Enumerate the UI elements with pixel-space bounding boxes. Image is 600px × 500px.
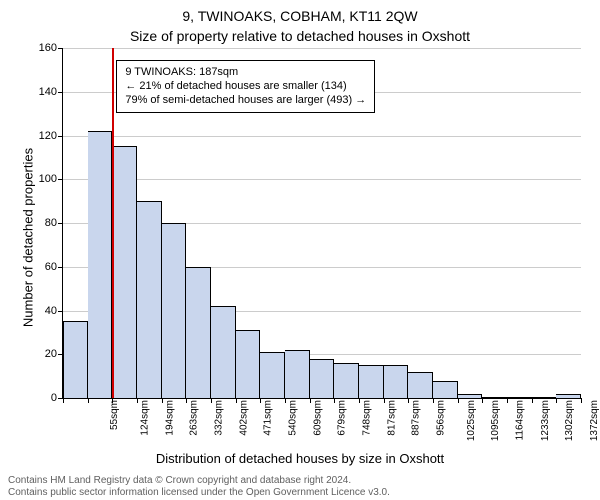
histogram-bar — [359, 365, 384, 398]
x-tick-mark — [482, 398, 483, 403]
x-tick-label: 1233sqm — [540, 400, 551, 441]
x-tick-label: 55sqm — [109, 400, 120, 430]
histogram-bar — [137, 201, 162, 398]
histogram-bar — [112, 146, 137, 398]
histogram-bar — [433, 381, 458, 399]
x-tick-mark — [88, 398, 89, 403]
y-tick-mark — [58, 136, 63, 137]
y-tick-label: 20 — [45, 348, 57, 360]
x-tick-mark — [260, 398, 261, 403]
y-tick-label: 100 — [39, 173, 57, 185]
x-tick-mark — [211, 398, 212, 403]
x-tick-label: 1025sqm — [466, 400, 477, 441]
x-tick-mark — [334, 398, 335, 403]
y-tick-label: 160 — [39, 42, 57, 54]
x-tick-label: 887sqm — [411, 400, 422, 436]
histogram-bar — [260, 352, 285, 398]
x-tick-label: 679sqm — [337, 400, 348, 436]
x-tick-label: 748sqm — [362, 400, 373, 436]
x-tick-label: 263sqm — [189, 400, 200, 436]
histogram-bar — [63, 321, 88, 398]
y-tick-label: 120 — [39, 130, 57, 142]
y-tick-mark — [58, 267, 63, 268]
x-tick-mark — [532, 398, 533, 403]
gridline — [63, 179, 581, 180]
x-tick-mark — [556, 398, 557, 403]
x-tick-mark — [433, 398, 434, 403]
histogram-bar — [162, 223, 187, 398]
x-tick-mark — [310, 398, 311, 403]
histogram-bar — [384, 365, 409, 398]
x-axis-label: Distribution of detached houses by size … — [0, 451, 600, 466]
x-tick-label: 402sqm — [238, 400, 249, 436]
x-tick-mark — [384, 398, 385, 403]
y-tick-mark — [58, 179, 63, 180]
x-tick-mark — [285, 398, 286, 403]
gridline — [63, 48, 581, 49]
histogram-bar — [236, 330, 261, 398]
annotation-box: 9 TWINOAKS: 187sqm← 21% of detached hous… — [116, 60, 375, 113]
histogram-bar — [532, 397, 557, 398]
histogram-bar — [408, 372, 433, 398]
x-tick-label: 332sqm — [214, 400, 225, 436]
histogram-bar — [507, 397, 532, 398]
x-tick-mark — [236, 398, 237, 403]
x-tick-label: 471sqm — [263, 400, 274, 436]
x-tick-mark — [408, 398, 409, 403]
x-tick-mark — [458, 398, 459, 403]
x-tick-label: 1095sqm — [490, 400, 501, 441]
x-tick-mark — [186, 398, 187, 403]
histogram-bar — [88, 131, 113, 398]
x-tick-mark — [162, 398, 163, 403]
annotation-line: 9 TWINOAKS: 187sqm — [125, 65, 366, 79]
y-tick-mark — [58, 223, 63, 224]
x-tick-label: 609sqm — [312, 400, 323, 436]
x-tick-mark — [359, 398, 360, 403]
histogram-bar — [211, 306, 236, 398]
histogram-bar — [186, 267, 211, 398]
x-tick-label: 124sqm — [140, 400, 151, 436]
histogram-bar — [482, 397, 507, 398]
annotation-line: 79% of semi-detached houses are larger (… — [125, 93, 366, 107]
y-axis-label: Number of detached properties — [21, 128, 36, 348]
y-tick-label: 0 — [51, 392, 57, 404]
annotation-line: ← 21% of detached houses are smaller (13… — [125, 79, 366, 93]
chart-title-line1: 9, TWINOAKS, COBHAM, KT11 2QW — [0, 8, 600, 24]
footer-line2: Contains public sector information licen… — [8, 487, 390, 498]
y-tick-mark — [58, 92, 63, 93]
histogram-chart: 02040608010012014016055sqm124sqm194sqm26… — [62, 48, 581, 399]
x-tick-mark — [137, 398, 138, 403]
histogram-bar — [310, 359, 335, 398]
histogram-bar — [556, 394, 581, 398]
x-tick-mark — [581, 398, 582, 403]
x-tick-label: 1372sqm — [589, 400, 600, 441]
x-tick-label: 817sqm — [386, 400, 397, 436]
reference-marker-line — [112, 48, 114, 398]
x-tick-label: 956sqm — [436, 400, 447, 436]
x-tick-label: 194sqm — [164, 400, 175, 436]
gridline — [63, 136, 581, 137]
x-tick-label: 1164sqm — [514, 400, 525, 440]
y-tick-label: 140 — [39, 86, 57, 98]
x-tick-label: 1302sqm — [564, 400, 575, 441]
y-tick-label: 80 — [45, 217, 57, 229]
footer-line1: Contains HM Land Registry data © Crown c… — [8, 475, 351, 486]
x-tick-mark — [63, 398, 64, 403]
y-tick-label: 40 — [45, 305, 57, 317]
histogram-bar — [285, 350, 310, 398]
x-tick-label: 540sqm — [288, 400, 299, 436]
y-tick-mark — [58, 311, 63, 312]
histogram-bar — [458, 394, 483, 398]
y-tick-mark — [58, 48, 63, 49]
chart-title-line2: Size of property relative to detached ho… — [0, 28, 600, 44]
x-tick-mark — [507, 398, 508, 403]
y-tick-label: 60 — [45, 261, 57, 273]
histogram-bar — [334, 363, 359, 398]
